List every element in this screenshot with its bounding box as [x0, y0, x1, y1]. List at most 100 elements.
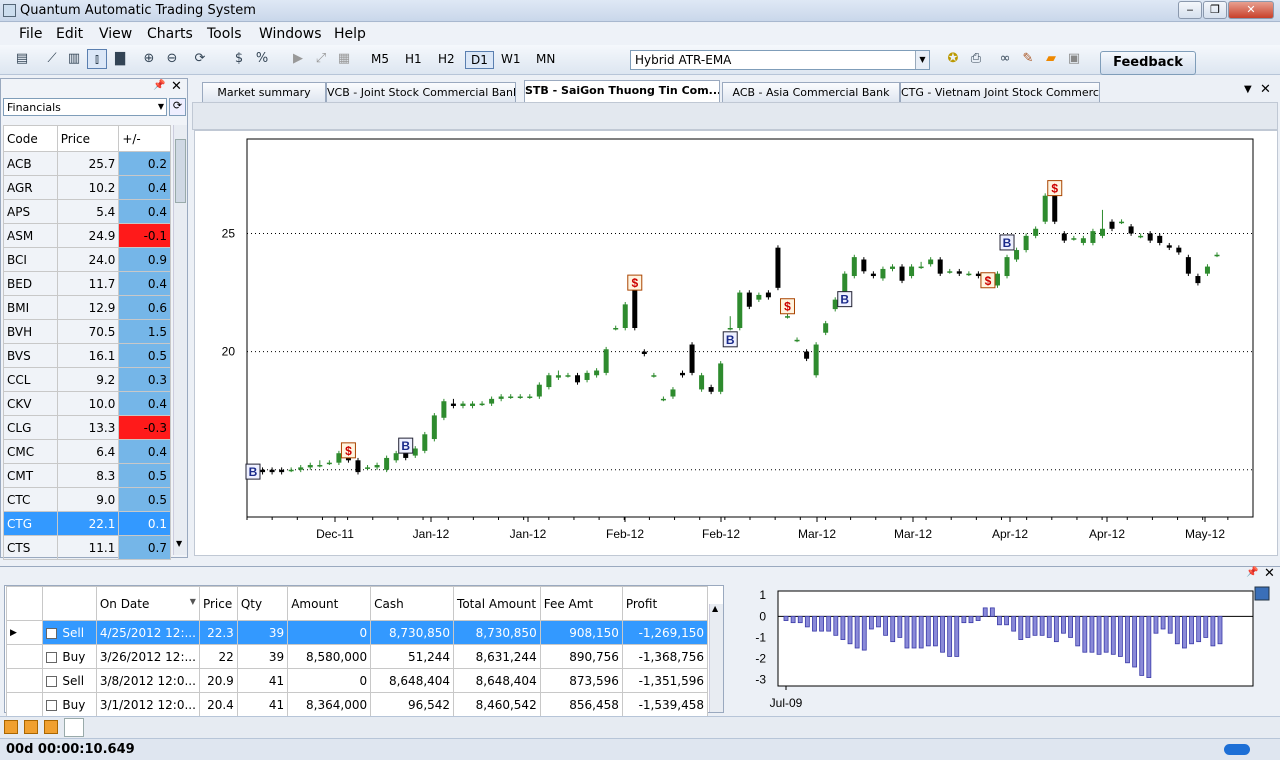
- positions-tab-icon[interactable]: [24, 720, 38, 734]
- buy-signal-icon[interactable]: B: [722, 331, 738, 348]
- watchlist-row[interactable]: CTC 9.0 0.5: [3, 487, 171, 512]
- column-header[interactable]: Amount: [287, 586, 372, 621]
- watchlist-row[interactable]: ACB 25.7 0.2: [3, 151, 171, 176]
- tab-list-icon[interactable]: ▼: [1244, 84, 1252, 95]
- sell-signal-icon[interactable]: $: [779, 298, 795, 315]
- watchlist-row[interactable]: AGR 10.2 0.4: [3, 175, 171, 200]
- scrollbar-thumb[interactable]: [175, 139, 186, 203]
- play-icon[interactable]: ▶: [293, 51, 303, 66]
- menu-view[interactable]: View: [99, 26, 133, 42]
- column-header[interactable]: Profit: [621, 586, 709, 621]
- percent-scale-icon[interactable]: %: [255, 51, 269, 66]
- watchlist-row[interactable]: CMC 6.4 0.4: [3, 439, 171, 464]
- watchlist-row[interactable]: CTS 11.1 0.7: [3, 535, 171, 560]
- pin-icon[interactable]: 📌: [1246, 567, 1259, 578]
- tab-market-summary[interactable]: Market summary: [202, 82, 326, 102]
- zoom-in-icon[interactable]: ⊕: [143, 51, 155, 66]
- watchlist-row[interactable]: BVS 16.1 0.5: [3, 343, 171, 368]
- column-header[interactable]: Fee Amt: [539, 586, 623, 621]
- maximize-button[interactable]: ❐: [1203, 1, 1227, 19]
- watchlist-row[interactable]: BED 11.7 0.4: [3, 271, 171, 296]
- column-header[interactable]: Cash: [370, 586, 455, 621]
- timeframe-d1[interactable]: D1: [465, 51, 494, 69]
- price-scale-icon[interactable]: $: [234, 51, 244, 66]
- volume-chart-icon[interactable]: ▇: [115, 51, 125, 66]
- menu-charts[interactable]: Charts: [147, 26, 193, 42]
- windows-icon[interactable]: ▣: [1067, 51, 1081, 66]
- oscillator-chart[interactable]: 1 0 -1 -2 -3 Jul-09: [728, 585, 1274, 713]
- close-button[interactable]: ✕: [1228, 1, 1274, 19]
- watchlist-row[interactable]: BCI 24.0 0.9: [3, 247, 171, 272]
- zoom-out-icon[interactable]: ⊖: [166, 51, 178, 66]
- menu-file[interactable]: File: [19, 26, 43, 42]
- pin-icon[interactable]: 📌: [153, 80, 166, 91]
- watchlist-row[interactable]: CTG 22.1 0.1: [3, 511, 171, 536]
- log-tab-icon[interactable]: [44, 720, 58, 734]
- row-checkbox[interactable]: [46, 627, 58, 639]
- column-header[interactable]: Code: [3, 125, 58, 152]
- column-header[interactable]: On Date ▼: [95, 586, 200, 621]
- properties-icon[interactable]: ▤: [15, 51, 29, 66]
- menu-edit[interactable]: Edit: [56, 26, 84, 42]
- column-header[interactable]: Price: [56, 125, 120, 152]
- refresh-icon[interactable]: ⟳: [194, 51, 206, 66]
- timeframe-h2[interactable]: H2: [438, 52, 455, 66]
- orders-scrollbar[interactable]: ▲: [709, 604, 723, 712]
- buy-signal-icon[interactable]: B: [398, 437, 414, 454]
- strategy-select[interactable]: Hybrid ATR-EMA ▼: [630, 50, 930, 70]
- row-checkbox[interactable]: [46, 651, 58, 663]
- bar-chart-icon[interactable]: ▥: [67, 51, 81, 66]
- minimize-button[interactable]: ‒: [1178, 1, 1202, 19]
- candlestick-chart-svg[interactable]: 20 25 Dec-11 Jan-12 Jan-12 Feb-12 Feb-12 Mar-12…: [195, 131, 1279, 557]
- order-row[interactable]: Sell 3/8/2012 12:0... 20.9 41 0 8,648,404 8,64…: [5, 668, 709, 693]
- watchlist-row[interactable]: ASM 24.9 -0.1: [3, 223, 171, 248]
- order-row[interactable]: ▶ Sell 4/25/2012 12:... 22.3 39 0 8,730,850 8,7…: [5, 620, 709, 645]
- timeframe-w1[interactable]: W1: [501, 52, 521, 66]
- order-row[interactable]: Buy 3/26/2012 12:... 22 39 8,580,000 51,244 8,…: [5, 644, 709, 669]
- marker-icon[interactable]: ▰: [1046, 51, 1056, 66]
- menu-windows[interactable]: Windows: [259, 26, 322, 42]
- binoculars-icon[interactable]: ∞: [999, 51, 1011, 66]
- sell-signal-icon[interactable]: $: [980, 272, 996, 289]
- brush-icon[interactable]: ✎: [1022, 51, 1034, 66]
- report-tab-icon[interactable]: [64, 718, 84, 737]
- watchlist-row[interactable]: APS 5.4 0.4: [3, 199, 171, 224]
- order-row[interactable]: Buy 3/1/2012 12:0... 20.4 41 8,364,000 96,542…: [5, 692, 709, 717]
- row-checkbox[interactable]: [46, 675, 58, 687]
- close-icon[interactable]: ✕: [1264, 566, 1275, 581]
- timeframe-m5[interactable]: M5: [371, 52, 389, 66]
- timeframe-h1[interactable]: H1: [405, 52, 422, 66]
- tab-stb[interactable]: STB - SaiGon Thuong Tin Com...: [524, 80, 720, 103]
- column-header[interactable]: Qty: [236, 586, 289, 621]
- column-header[interactable]: +/-: [118, 125, 171, 152]
- sell-signal-icon[interactable]: $: [1047, 180, 1063, 197]
- watchlist-row[interactable]: BMI 12.9 0.6: [3, 295, 171, 320]
- close-tab-icon[interactable]: ✕: [1260, 82, 1271, 97]
- buy-signal-icon[interactable]: B: [999, 234, 1015, 251]
- scroll-up-icon[interactable]: ▲: [712, 604, 719, 613]
- watchlist-row[interactable]: CCL 9.2 0.3: [3, 367, 171, 392]
- watchlist-row[interactable]: CLG 13.3 -0.3: [3, 415, 171, 440]
- feedback-button[interactable]: Feedback: [1100, 51, 1196, 75]
- sell-signal-icon[interactable]: $: [627, 274, 643, 291]
- orders-tab-icon[interactable]: [4, 720, 18, 734]
- tab-ctg[interactable]: CTG - Vietnam Joint Stock Commerc...: [900, 82, 1100, 102]
- buy-signal-icon[interactable]: B: [837, 291, 853, 308]
- fit-icon[interactable]: ⤢: [315, 51, 327, 66]
- row-checkbox[interactable]: [46, 699, 58, 711]
- refresh-watchlist-icon[interactable]: ⟳: [169, 98, 186, 116]
- menu-tools[interactable]: Tools: [207, 26, 242, 42]
- watchlist-row[interactable]: BVH 70.5 1.5: [3, 319, 171, 344]
- watchlist-scrollbar[interactable]: ▼: [173, 125, 187, 555]
- timeframe-mn[interactable]: MN: [536, 52, 556, 66]
- tab-acb[interactable]: ACB - Asia Commercial Bank: [722, 82, 900, 102]
- watchlist-row[interactable]: CKV 10.0 0.4: [3, 391, 171, 416]
- print-icon[interactable]: ⎙: [970, 51, 982, 66]
- close-icon[interactable]: ✕: [171, 79, 182, 94]
- category-select[interactable]: Financials ▼: [3, 98, 167, 116]
- line-chart-icon[interactable]: ⟋: [47, 51, 57, 66]
- column-header[interactable]: Total Amount: [453, 586, 541, 621]
- star-icon[interactable]: ✪: [947, 51, 959, 66]
- buy-signal-icon[interactable]: B: [245, 463, 261, 480]
- tab-vcb[interactable]: VCB - Joint Stock Commercial Bank ...: [326, 82, 516, 102]
